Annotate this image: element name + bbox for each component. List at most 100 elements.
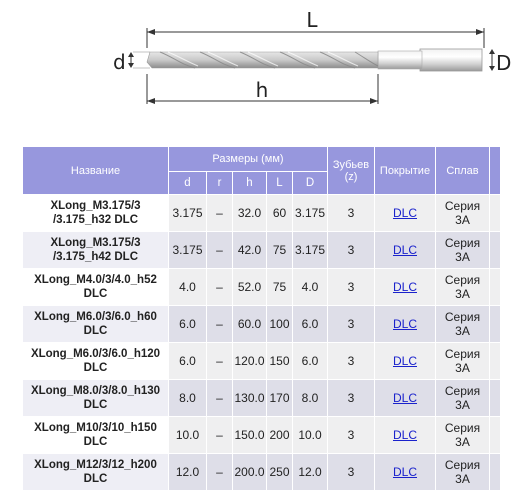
tool-name-line-1: XLong_M8.0/3/8.0_h130 [30,385,161,397]
end-mill-diagram: L d D h [113,8,511,104]
tool-name-cell: XLong_M3.175/3/3.175_h32 DLC [23,195,168,231]
cell-alloy: Серия 3А [436,343,489,379]
cell-alloy: Серия 3А [436,454,489,490]
coating-link[interactable]: DLC [392,391,417,405]
cell-r: – [207,232,232,268]
cell-coating: DLC [375,269,435,305]
cell-coating: DLC [375,306,435,342]
cell-d: 12.0 [169,454,206,490]
table-row: XLong_M6.0/3/6.0_h120 DLC 6.0–120.0 150 6.0 3… [23,343,500,379]
cell-overflow [490,195,500,231]
table-row: XLong_M12/3/12_h200 DLC 12.0–200.0 250 12.0 3… [23,454,500,490]
cell-teeth: 3 [328,417,374,453]
alloy-line-2: 3А [455,472,470,486]
arrow-right-icon [370,98,378,104]
cell-h: 120.0 [233,343,266,379]
cell-D: 6.0 [293,306,327,342]
cell-d: 6.0 [169,306,206,342]
cell-alloy: Серия 3А [436,380,489,416]
tool-name-cell: XLong_M8.0/3/8.0_h130 DLC [23,380,168,416]
tool-name-line-2: DLC [83,473,108,485]
coating-link[interactable]: DLC [392,206,417,220]
table-row: XLong_M3.175/3/3.175_h32 DLC 3.175–32.0 60… [23,195,500,231]
coating-link[interactable]: DLC [392,428,417,442]
tool-name-line-1: XLong_M3.175/3 [50,200,141,212]
cell-overflow [490,454,500,490]
alloy-line-1: Серия [444,421,481,435]
header-overflow [490,147,500,194]
coating-link[interactable]: DLC [392,465,417,479]
tool-name-cell: XLong_M6.0/3/6.0_h60 DLC [23,306,168,342]
cell-D: 4.0 [293,269,327,305]
alloy-line-1: Серия [444,458,481,472]
arrow-right-icon [476,29,484,35]
coating-link[interactable]: DLC [392,280,417,294]
cell-d: 3.175 [169,195,206,231]
length-label: L [306,8,318,32]
tool-name-line-2: DLC [83,436,108,448]
cell-r: – [207,269,232,305]
cell-L: 75 [267,232,292,268]
alloy-line-1: Серия [444,199,481,213]
tool-name-cell: XLong_M3.175/3/3.175_h42 DLC [23,232,168,268]
header-dim-D: D [293,172,327,194]
cell-overflow [490,343,500,379]
cell-L: 150 [267,343,292,379]
table-row: XLong_M3.175/3/3.175_h42 DLC 3.175–42.0 75… [23,232,500,268]
arrow-up-icon [489,49,495,54]
table-row: XLong_M10/3/10_h150 DLC 10.0–150.0 200 10.0 3… [23,417,500,453]
coating-link[interactable]: DLC [392,354,417,368]
header-teeth: Зубьев (z) [328,147,374,194]
tool-name-cell: XLong_M10/3/10_h150 DLC [23,417,168,453]
cell-coating: DLC [375,417,435,453]
header-dim-r: r [207,172,232,194]
cell-D: 3.175 [293,232,327,268]
cell-D: 8.0 [293,380,327,416]
alloy-line-1: Серия [444,236,481,250]
arrow-left-icon [147,98,155,104]
alloy-line-2: 3А [455,398,470,412]
cell-overflow [490,417,500,453]
arrow-down-icon [489,66,495,71]
cell-overflow [490,306,500,342]
cell-L: 75 [267,269,292,305]
coating-link[interactable]: DLC [392,317,417,331]
tool-name-line-1: XLong_M6.0/3/6.0_h60 [34,311,157,323]
header-dim-d: d [169,172,206,194]
cell-coating: DLC [375,454,435,490]
cell-L: 60 [267,195,292,231]
cell-L: 100 [267,306,292,342]
tip-diameter-label: d [113,50,126,74]
tool-name-cell: XLong_M6.0/3/6.0_h120 DLC [23,343,168,379]
cell-r: – [207,454,232,490]
cell-d: 10.0 [169,417,206,453]
alloy-line-1: Серия [444,273,481,287]
cell-h: 60.0 [233,306,266,342]
cell-coating: DLC [375,195,435,231]
cell-L: 250 [267,454,292,490]
cell-d: 3.175 [169,232,206,268]
alloy-line-2: 3А [455,361,470,375]
header-alloy: Сплав [436,147,489,194]
shank-diameter-label: D [496,51,511,75]
cell-coating: DLC [375,232,435,268]
tool-name-line-2: DLC [83,288,108,300]
cell-r: – [207,417,232,453]
tool-name-line-1: XLong_M12/3/12_h200 [34,459,157,471]
cell-h: 150.0 [233,417,266,453]
cut-length-label: h [256,78,269,102]
cell-overflow [490,232,500,268]
arrow-down-icon [128,63,134,68]
coating-link[interactable]: DLC [392,243,417,257]
cell-h: 52.0 [233,269,266,305]
alloy-line-2: 3А [455,435,470,449]
cell-D: 6.0 [293,343,327,379]
tool-name-line-1: XLong_M4.0/3/4.0_h52 [34,274,157,286]
cell-d: 8.0 [169,380,206,416]
cell-r: – [207,380,232,416]
table-row: XLong_M6.0/3/6.0_h60 DLC 6.0–60.0 100 6.0 3 DL… [23,306,500,342]
tool-name-line-2: /3.175_h42 DLC [52,251,138,263]
tool-neck [377,50,423,70]
alloy-line-2: 3А [455,250,470,264]
cell-alloy: Серия 3А [436,269,489,305]
